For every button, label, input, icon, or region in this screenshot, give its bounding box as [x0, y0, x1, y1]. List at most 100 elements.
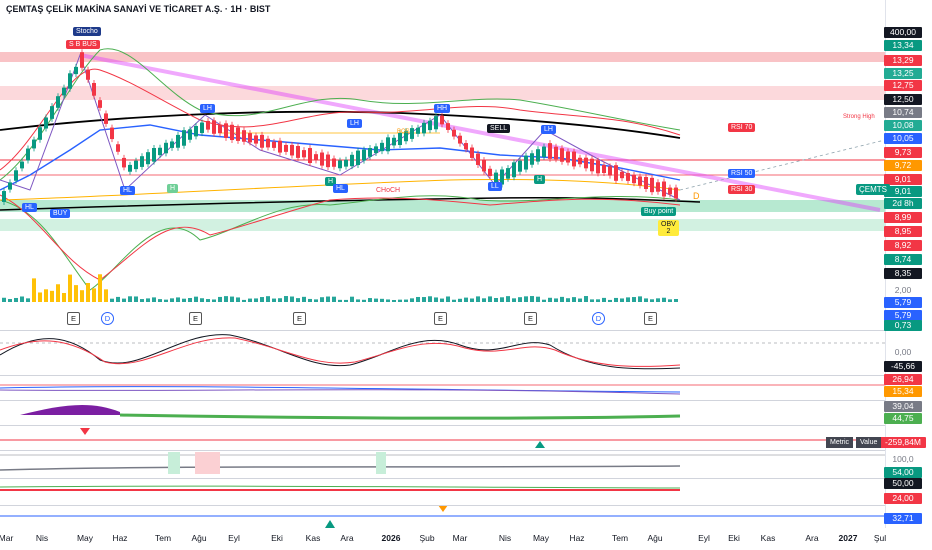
price-axis-label: 9,72 [884, 160, 922, 171]
lh-tag-2[interactable]: LH [347, 119, 362, 128]
sell-tag[interactable]: SELL [487, 124, 511, 133]
indicator-axis-label: -45,66 [884, 361, 922, 372]
rsi50-tag[interactable]: RSI 50 [728, 169, 756, 178]
time-axis-label: Kas [305, 533, 321, 543]
time-axis-label: 2027 [838, 533, 858, 543]
time-axis-label: Mar [0, 533, 14, 543]
price-axis-label: 8,74 [884, 254, 922, 265]
price-axis-label: 2d 8h [884, 198, 922, 209]
candlesticks [2, 49, 678, 205]
price-axis-label: 12,75 [884, 80, 922, 91]
time-axis-label: Haz [112, 533, 128, 543]
price-axis-label: 10,08 [884, 120, 922, 131]
h-tag[interactable]: H [167, 184, 179, 193]
bos-label: BOS [397, 129, 410, 135]
pane-separator[interactable] [0, 400, 885, 401]
sell-tag-top[interactable]: S B BUS [66, 40, 100, 49]
price-axis-label: 12,50 [884, 94, 922, 105]
indicator-axis-label: 15,34 [884, 386, 922, 397]
h-tag-3[interactable]: H [534, 175, 546, 184]
ll-tag[interactable]: LL [488, 182, 502, 191]
strong-high-label: Strong High [843, 114, 875, 120]
buy-tag[interactable]: BUY [50, 209, 71, 218]
indicator-axis-label: 39,04 [884, 401, 922, 412]
time-axis-label: May [76, 533, 94, 543]
price-axis-label: 8,99 [884, 212, 922, 223]
obv-tag[interactable]: OBV 2 [658, 220, 679, 236]
pane-separator[interactable] [0, 505, 885, 506]
volume-bars [2, 274, 678, 302]
time-axis-label: Haz [569, 533, 585, 543]
ticker-label: ÇEMTS [856, 184, 890, 195]
time-axis-label: May [532, 533, 550, 543]
rsi30-tag[interactable]: RSI 30 [728, 185, 756, 194]
indicator-axis-label: 44,75 [884, 413, 922, 424]
time-axis-label: Eki [728, 533, 740, 543]
buy-point-tag[interactable]: Buy point [641, 207, 677, 216]
time-axis-label: Şul [873, 533, 887, 543]
time-axis-label: Kas [760, 533, 776, 543]
price-axis-label: 400,00 [884, 27, 922, 38]
earnings-event-icon[interactable]: E [524, 312, 537, 325]
earnings-event-icon[interactable]: E [67, 312, 80, 325]
time-axis-label: Nis [498, 533, 512, 543]
price-axis-label: 8,35 [884, 268, 922, 279]
pane-separator[interactable] [0, 375, 885, 376]
price-axis-label: 10,74 [884, 107, 922, 118]
time-axis-label: Ara [340, 533, 354, 543]
time-axis-label: Eki [271, 533, 283, 543]
pane-separator[interactable] [0, 330, 885, 331]
indicator-axis-label: 26,94 [884, 374, 922, 385]
indicator-axis-label: 32,71 [884, 513, 922, 524]
earnings-event-icon[interactable]: E [293, 312, 306, 325]
indicator-axis-label: 54,00 [884, 467, 922, 478]
dividend-event-icon[interactable]: D [101, 312, 114, 325]
hl-tag-left[interactable]: HL [22, 203, 37, 212]
pane-separator[interactable] [0, 425, 885, 426]
price-axis-label: 8,95 [884, 226, 922, 237]
hl-tag-3[interactable]: HL [333, 184, 348, 193]
time-axis-label: Tem [611, 533, 629, 543]
volume-axis-label: 5,79 [884, 297, 922, 308]
hh-tag[interactable]: HH [434, 104, 451, 113]
indicator-axis-label: -259,84M [880, 437, 926, 448]
time-axis-label: Mar [452, 533, 468, 543]
time-axis-label: Tem [154, 533, 172, 543]
value-label: Value [856, 437, 882, 448]
time-axis-label: Ağu [647, 533, 663, 543]
price-axis-label: 10,05 [884, 133, 922, 144]
indicator-axis-label: 100,0 [892, 454, 914, 464]
indicator-axis-label: 50,00 [884, 478, 922, 489]
price-axis-label: 9,01 [884, 186, 922, 197]
h-tag-2[interactable]: H [325, 177, 337, 186]
d-marker: D [693, 191, 700, 201]
time-axis-label: 2026 [381, 533, 401, 543]
stochastic-tag[interactable]: Stocho [73, 27, 101, 36]
time-axis-label: Nis [35, 533, 49, 543]
pane-separator[interactable] [0, 450, 885, 451]
hl-tag-2[interactable]: HL [120, 186, 135, 195]
metric-label: Metric [826, 437, 854, 448]
volume-axis-label: 5,79 [884, 310, 922, 321]
volume-axis-label: 0,73 [884, 320, 922, 331]
time-axis-label: Eyl [228, 533, 240, 543]
price-axis-label: 13,34 [884, 40, 922, 51]
time-axis-label: Eyl [698, 533, 710, 543]
time-axis-label: Şub [419, 533, 435, 543]
price-axis-label: 13,29 [884, 55, 922, 66]
lh-tag-3[interactable]: LH [541, 125, 556, 134]
dividend-event-icon[interactable]: D [592, 312, 605, 325]
time-axis-label: Ara [805, 533, 819, 543]
choch-label: CHoCH [376, 187, 401, 194]
pane-separator[interactable] [0, 478, 885, 479]
time-axis-label: Ağu [191, 533, 207, 543]
rsi70-tag[interactable]: RSI 70 [728, 123, 756, 132]
volume-axis-label: 2,00 [894, 285, 912, 295]
earnings-event-icon[interactable]: E [434, 312, 447, 325]
indicator-axis-label: 24,00 [884, 493, 922, 504]
lh-tag-1[interactable]: LH [200, 104, 215, 113]
earnings-event-icon[interactable]: E [644, 312, 657, 325]
chart-title: ÇEMTAŞ ÇELİK MAKİNA SANAYİ VE TİCARET A.… [6, 4, 271, 14]
earnings-event-icon[interactable]: E [189, 312, 202, 325]
